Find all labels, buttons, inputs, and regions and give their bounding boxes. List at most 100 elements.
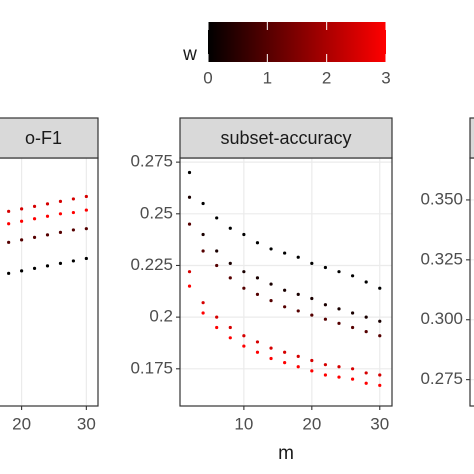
point [201,301,205,305]
colorbar-title: w [182,44,197,65]
point [242,232,246,237]
point [269,282,273,286]
point [242,334,246,338]
point [228,276,232,280]
point [310,296,314,301]
points [7,194,88,275]
point [296,255,300,259]
point [215,315,219,319]
colorbar-tick-label: 3 [381,68,390,87]
point [378,383,382,387]
point [350,311,355,315]
panel-background [470,158,474,406]
point [201,249,205,253]
point [337,375,341,379]
point [350,377,355,381]
point [323,373,328,377]
point [378,319,382,323]
point [187,170,192,175]
point [296,365,300,369]
point [337,365,341,369]
point [201,311,205,315]
point [364,371,368,375]
point [187,270,192,274]
point [215,263,219,268]
y-tick-label: 0.275 [420,369,463,388]
point [283,361,287,365]
point [32,235,37,239]
point [296,309,300,313]
panel-background [180,158,392,406]
point [20,219,24,223]
point [45,202,50,206]
point [283,251,287,255]
point [364,315,368,319]
point [323,303,328,307]
point [7,240,11,244]
x-tick-label: 30 [77,414,96,433]
point [364,280,368,284]
point [45,233,50,237]
point [283,350,287,354]
x-tick-label: 30 [370,414,389,433]
x-tick-label: 10 [234,414,253,433]
strip-title: o-F1 [25,128,62,148]
point [283,305,287,309]
point [7,271,11,275]
point [84,208,88,212]
point [378,334,382,338]
point [7,222,11,226]
point [378,286,382,290]
point [20,238,24,242]
point [269,299,273,303]
point [323,265,328,270]
point [84,227,88,231]
point [323,317,328,321]
point [364,381,368,385]
colorbar-tick-label: 2 [322,68,331,87]
point [228,261,232,265]
strip-title: subset-accuracy [220,128,351,148]
point [296,354,300,358]
point [337,270,341,274]
point [71,259,75,263]
point [7,209,11,213]
point [20,207,24,211]
point [58,261,63,265]
point [58,199,63,203]
point [350,274,355,278]
point [228,336,232,340]
point [201,232,205,237]
point [350,325,355,330]
point [45,214,50,218]
point [215,249,219,253]
point [296,292,300,296]
point [45,264,50,268]
point [255,340,260,344]
point [20,269,24,273]
point [215,216,219,220]
point [242,344,246,348]
point [255,276,260,280]
colorbar-tick-label: 0 [203,68,212,87]
point [337,321,341,325]
points [187,170,382,387]
point [310,313,314,317]
point [228,226,232,230]
point [84,256,88,261]
point [71,197,75,201]
point [310,358,314,363]
x-axis-title: m [278,443,294,464]
y-tick-label: 0.25 [140,203,173,222]
point [242,286,246,290]
point [323,363,328,367]
point [201,201,205,206]
point [310,369,314,373]
y-tick-label: 0.350 [420,189,463,208]
y-tick-label: 0.2 [149,307,173,326]
point [255,350,260,354]
point [255,292,260,296]
point [32,217,37,221]
point [242,270,246,274]
